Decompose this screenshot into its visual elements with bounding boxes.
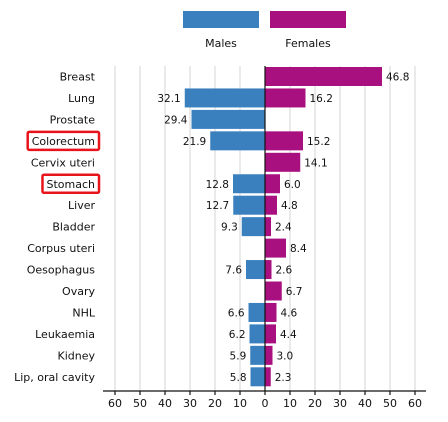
category-label-breast: Breast bbox=[60, 71, 96, 84]
bar-females-ovary bbox=[265, 281, 282, 301]
category-labels: Breast Lung Prostate Colorectum Cervix uteri… bbox=[14, 71, 96, 384]
bar-females-cervix-uteri bbox=[265, 152, 301, 172]
x-tick-label-6: 0 bbox=[262, 397, 269, 410]
legend: Males Females bbox=[183, 11, 346, 50]
bar-males-stomach bbox=[233, 174, 265, 194]
value-label-females-stomach: 6.0 bbox=[284, 179, 301, 191]
bars bbox=[184, 67, 382, 387]
category-label-corpus-uteri: Corpus uteri bbox=[27, 242, 95, 255]
highlight-box-colorectum bbox=[26, 130, 101, 152]
x-tick-label-2: 40 bbox=[158, 397, 172, 410]
bar-males-nhl bbox=[248, 302, 265, 322]
value-label-females-oesophagus: 2.6 bbox=[276, 265, 293, 277]
value-label-females-colorectum: 15.2 bbox=[307, 136, 330, 148]
value-label-females-corpus-uteri: 8.4 bbox=[290, 243, 307, 255]
value-label-males-lung: 32.1 bbox=[157, 93, 180, 105]
category-label-stomach: Stomach bbox=[46, 178, 95, 191]
bar-females-lung bbox=[265, 88, 306, 108]
bar-males-bladder bbox=[241, 217, 265, 237]
value-label-males-oesophagus: 7.6 bbox=[225, 265, 242, 277]
legend-swatch-females bbox=[270, 11, 346, 28]
bar-males-leukaemia bbox=[249, 324, 265, 344]
bar-females-colorectum bbox=[265, 131, 303, 151]
value-labels: 46.8 32.1 16.2 29.4 21.9 15.2 14.1 12.8 6.0 12.7 4… bbox=[157, 72, 409, 384]
value-label-males-stomach: 12.8 bbox=[206, 179, 229, 191]
category-label-colorectum: Colorectum bbox=[32, 135, 95, 148]
bar-males-lip-oral-cavity bbox=[250, 367, 265, 387]
value-label-males-nhl: 6.6 bbox=[228, 307, 245, 319]
legend-label-males: Males bbox=[205, 37, 237, 50]
x-tick-label-4: 20 bbox=[208, 397, 222, 410]
legend-swatch-males bbox=[183, 11, 259, 28]
x-tick-label-3: 30 bbox=[183, 397, 197, 410]
bar-females-corpus-uteri bbox=[265, 238, 286, 258]
bar-females-nhl bbox=[265, 302, 277, 322]
bar-males-lung bbox=[184, 88, 265, 108]
x-tick-label-5: 10 bbox=[233, 397, 247, 410]
value-label-males-kidney: 5.9 bbox=[230, 350, 247, 362]
category-label-bladder: Bladder bbox=[52, 221, 95, 234]
bar-males-liver bbox=[233, 195, 265, 215]
category-label-leukaemia: Leukaemia bbox=[35, 328, 95, 341]
x-tick-label-0: 60 bbox=[108, 397, 122, 410]
category-label-kidney: Kidney bbox=[57, 349, 95, 362]
legend-label-females: Females bbox=[285, 37, 331, 50]
category-label-lung: Lung bbox=[68, 92, 95, 105]
x-tick-label-11: 50 bbox=[383, 397, 397, 410]
bar-females-bladder bbox=[265, 217, 271, 237]
value-label-females-bladder: 2.4 bbox=[275, 222, 292, 234]
bar-females-stomach bbox=[265, 174, 280, 194]
x-tick-label-7: 10 bbox=[283, 397, 297, 410]
bar-females-kidney bbox=[265, 345, 273, 365]
x-tick-label-1: 50 bbox=[133, 397, 147, 410]
x-tick-label-10: 40 bbox=[358, 397, 372, 410]
value-label-males-bladder: 9.3 bbox=[221, 222, 238, 234]
bar-females-liver bbox=[265, 195, 277, 215]
value-label-females-nhl: 4.6 bbox=[281, 307, 298, 319]
value-label-females-kidney: 3.0 bbox=[277, 350, 294, 362]
category-label-liver: Liver bbox=[68, 199, 95, 212]
value-label-females-lung: 16.2 bbox=[310, 93, 333, 105]
category-label-lip-oral-cavity: Lip, oral cavity bbox=[14, 371, 95, 384]
value-label-females-breast: 46.8 bbox=[386, 72, 409, 84]
x-axis-ticks: 60 50 40 30 20 10 0 10 20 30 40 50 60 bbox=[108, 391, 422, 410]
value-label-females-liver: 4.8 bbox=[281, 200, 298, 212]
value-label-males-prostate: 29.4 bbox=[164, 114, 188, 126]
x-tick-label-12: 60 bbox=[408, 397, 422, 410]
value-label-females-leukaemia: 4.4 bbox=[280, 329, 297, 341]
highlight-box-stomach bbox=[41, 173, 101, 194]
bar-females-oesophagus bbox=[265, 260, 272, 280]
value-label-males-leukaemia: 6.2 bbox=[229, 329, 246, 341]
category-label-oesophagus: Oesophagus bbox=[27, 264, 96, 277]
category-label-cervix-uteri: Cervix uteri bbox=[31, 156, 95, 169]
category-label-nhl: NHL bbox=[72, 306, 96, 319]
value-label-females-cervix-uteri: 14.1 bbox=[304, 157, 327, 169]
category-label-prostate: Prostate bbox=[50, 113, 96, 126]
value-label-males-lip-oral-cavity: 5.8 bbox=[230, 372, 247, 384]
bar-females-leukaemia bbox=[265, 324, 276, 344]
category-highlights bbox=[26, 130, 101, 194]
value-label-males-liver: 12.7 bbox=[206, 200, 229, 212]
bar-males-kidney bbox=[250, 345, 265, 365]
bar-males-prostate bbox=[191, 109, 265, 129]
category-label-ovary: Ovary bbox=[62, 285, 95, 298]
bar-males-colorectum bbox=[210, 131, 265, 151]
value-label-females-ovary: 6.7 bbox=[286, 286, 303, 298]
value-label-females-lip-oral-cavity: 2.3 bbox=[275, 372, 292, 384]
x-tick-label-9: 30 bbox=[333, 397, 347, 410]
bar-females-breast bbox=[265, 67, 382, 86]
x-tick-label-8: 20 bbox=[308, 397, 322, 410]
bar-males-oesophagus bbox=[246, 260, 265, 280]
bar-females-lip-oral-cavity bbox=[265, 367, 271, 387]
value-label-males-colorectum: 21.9 bbox=[183, 136, 206, 148]
